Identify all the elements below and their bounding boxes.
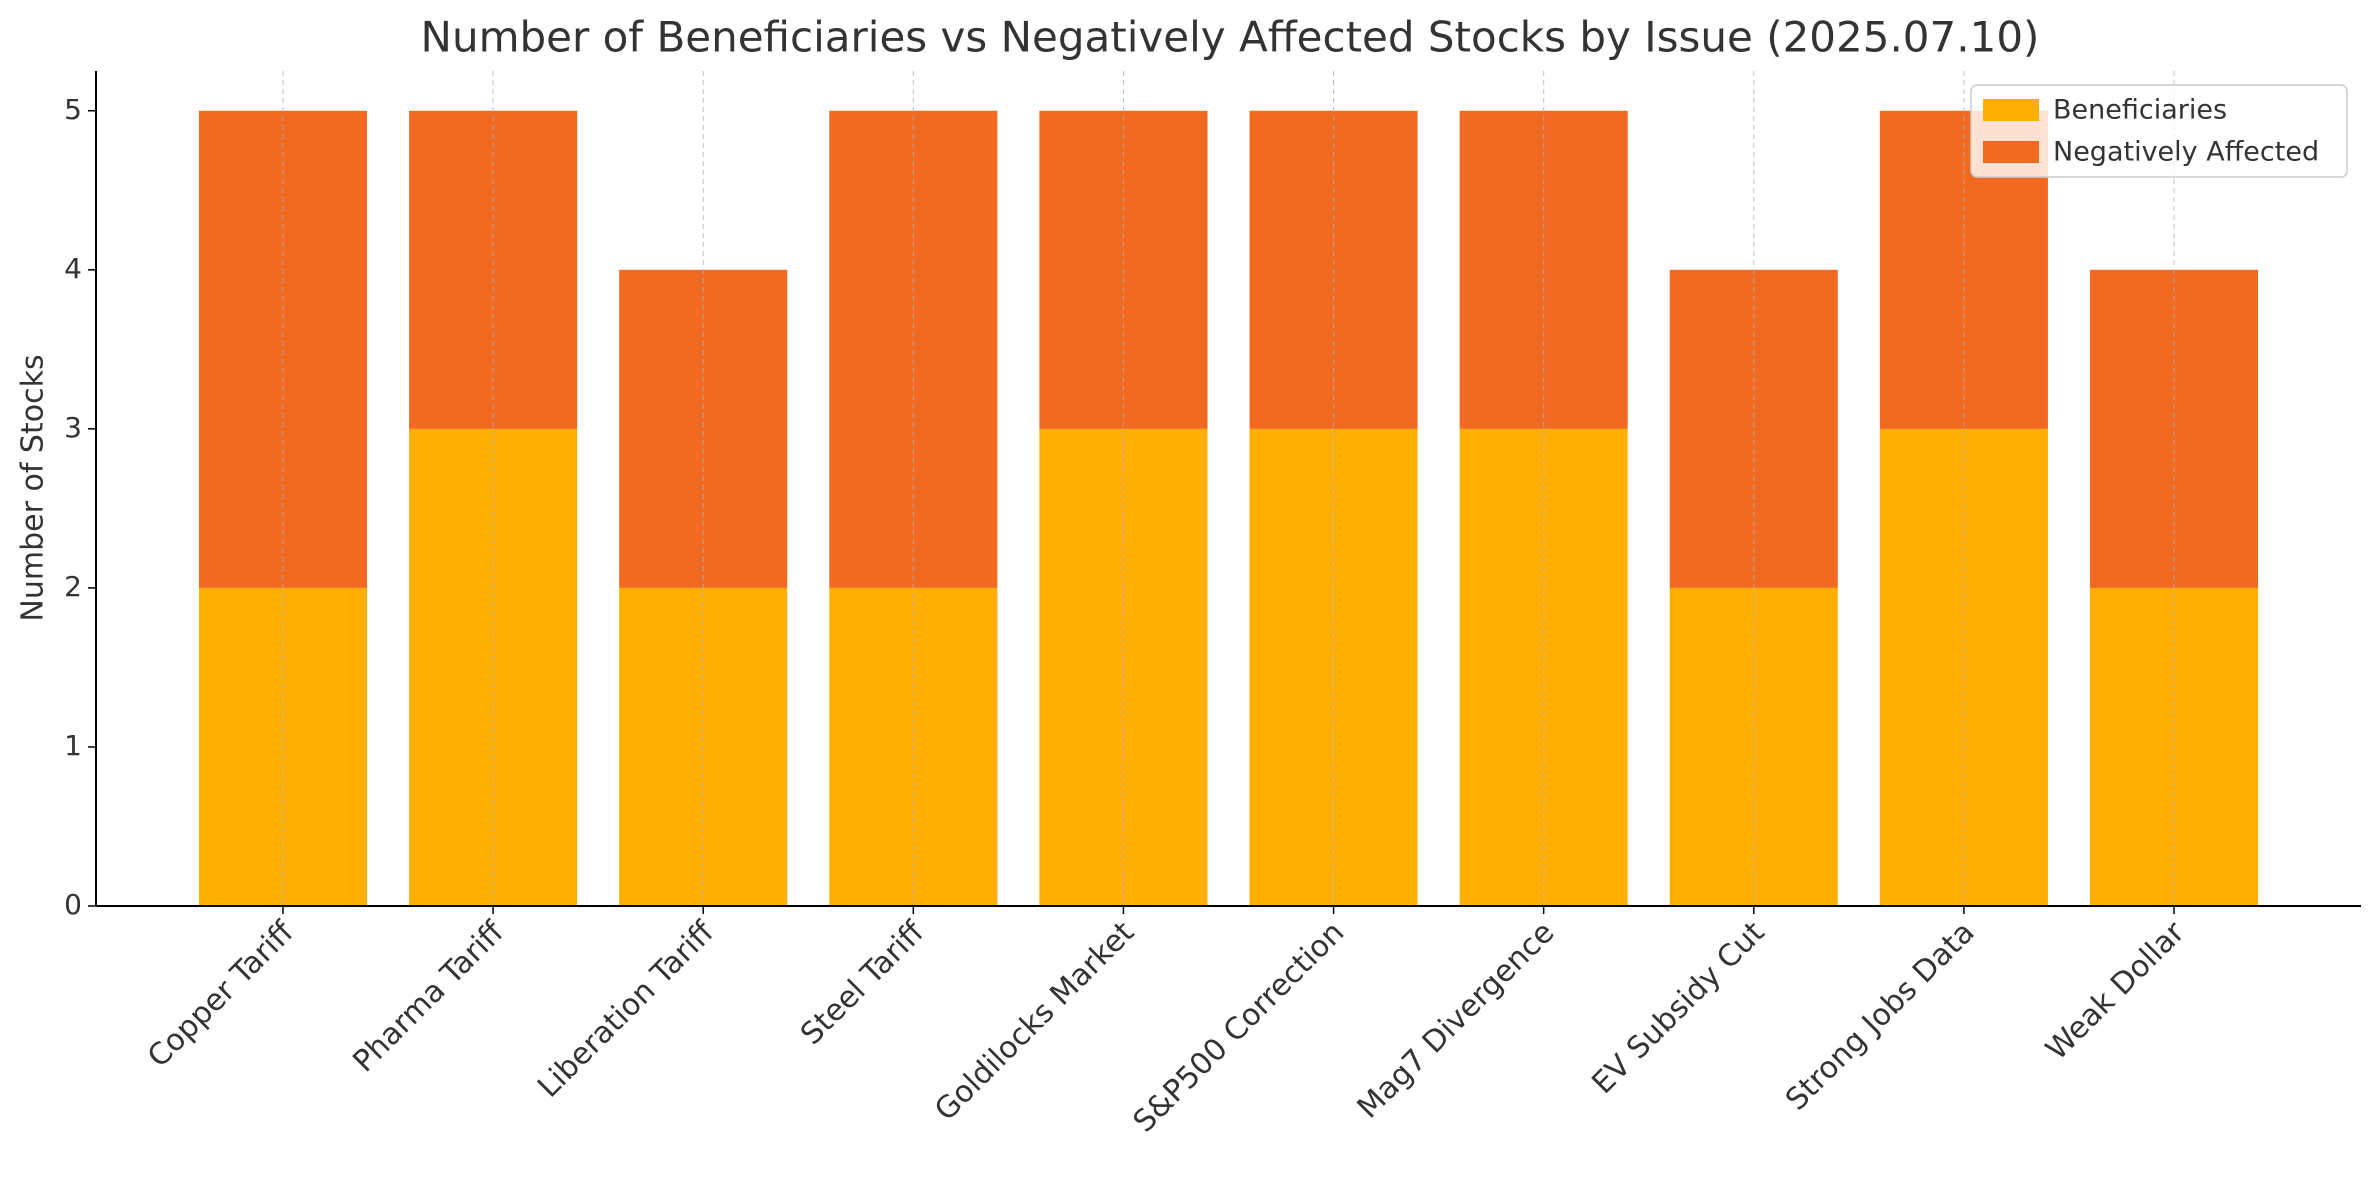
- x-tick-label: Liberation Tariff: [531, 914, 722, 1105]
- y-tick-label: 0: [64, 888, 82, 921]
- legend-swatch: [1983, 99, 2039, 121]
- y-tick-label: 4: [64, 252, 82, 285]
- y-tick-label: 5: [64, 93, 82, 126]
- x-tick-label: Steel Tariff: [794, 914, 932, 1052]
- legend-box: [1970, 84, 2348, 178]
- y-axis-label: Number of Stocks: [16, 354, 51, 621]
- legend-label: Negatively Affected: [2053, 137, 2319, 168]
- x-tick-label: Weak Dollar: [2039, 914, 2192, 1067]
- x-tick-label: Goldilocks Market: [928, 915, 1141, 1128]
- y-tick-label: 1: [64, 729, 82, 762]
- x-tick-label: S&P500 Correction: [1127, 915, 1352, 1140]
- y-tick-label: 3: [64, 411, 82, 444]
- grid: [282, 71, 2175, 906]
- legend-label: Beneficiaries: [2053, 95, 2227, 126]
- x-tick-label: Pharma Tariff: [346, 914, 511, 1079]
- x-tick-label: Strong Jobs Data: [1779, 915, 1982, 1118]
- chart-title: Number of Beneficiaries vs Negatively Af…: [421, 13, 2040, 62]
- x-tick-label: Mag7 Divergence: [1351, 915, 1562, 1126]
- y-tick-label: 2: [64, 570, 82, 603]
- bars: [198, 110, 2259, 906]
- x-tick-label: EV Subsidy Cut: [1585, 915, 1771, 1101]
- x-tick-label: Copper Tariff: [141, 914, 302, 1075]
- legend-swatch: [1983, 141, 2039, 163]
